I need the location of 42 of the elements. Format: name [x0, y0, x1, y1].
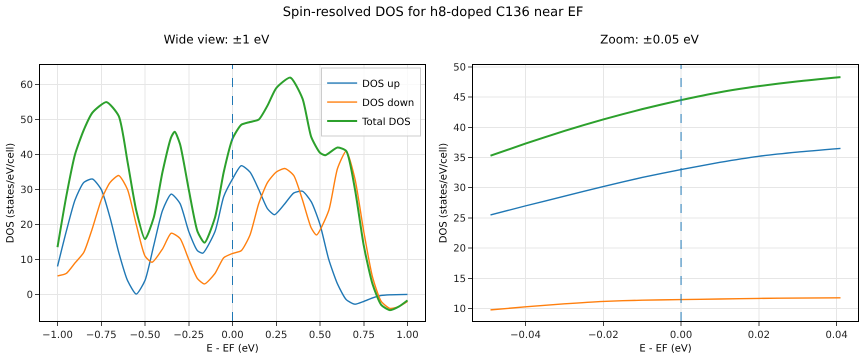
y-tick-label: 25: [453, 213, 466, 224]
x-axis-title: E - EF (eV): [639, 344, 692, 354]
y-tick-label: 60: [20, 80, 33, 92]
chart-title: Wide view: ±1 eV: [164, 32, 270, 46]
y-axis-title: DOS (states/eV/cell): [5, 142, 16, 244]
x-tick-label: −0.02: [588, 330, 619, 341]
chart-title: Zoom: ±0.05 eV: [600, 32, 700, 46]
x-axis-title: E - EF (eV): [206, 344, 259, 354]
legend-label: DOS up: [362, 78, 400, 90]
x-tick-label: 1.00: [396, 330, 419, 341]
line-series: [490, 297, 842, 311]
y-tick-label: 30: [20, 185, 33, 196]
y-tick-label: 15: [453, 274, 466, 285]
text: Spin-resolved DOS for h8-doped C136 near EF: [282, 4, 584, 22]
y-tick-label: 10: [453, 304, 466, 316]
y-tick-label: 50: [20, 115, 33, 126]
y-tick-label: 0: [26, 290, 33, 301]
x-tick-label: 0.02: [748, 330, 770, 341]
legend-label: Total DOS: [361, 116, 411, 128]
y-tick-label: 20: [20, 220, 33, 231]
legend-label: DOS down: [362, 98, 414, 109]
x-tick-label: −0.75: [86, 330, 117, 341]
x-tick-label: 0.25: [265, 330, 288, 341]
x-tick-label: −0.50: [130, 330, 160, 341]
x-tick-label: −0.04: [510, 330, 541, 341]
y-tick-label: 10: [20, 254, 33, 266]
x-tick-label: −1.00: [42, 330, 73, 341]
x-tick-label: 0.04: [825, 330, 848, 341]
line-series: [490, 76, 842, 157]
x-tick-label: −0.25: [173, 330, 204, 341]
y-tick-label: 20: [453, 244, 466, 255]
x-tick-label: 0.00: [670, 330, 692, 341]
x-tick-label: 0.00: [221, 330, 244, 341]
y-tick-label: 40: [20, 150, 33, 162]
y-tick-label: 30: [453, 183, 466, 194]
y-tick-label: 50: [453, 62, 466, 74]
y-tick-label: 35: [453, 153, 466, 164]
x-tick-label: 0.75: [352, 330, 375, 341]
y-tick-label: 40: [453, 122, 466, 134]
x-tick-label: 0.50: [308, 330, 332, 341]
y-tick-label: 45: [453, 92, 466, 104]
y-axis-title: DOS (states/eV/cell): [438, 142, 450, 244]
